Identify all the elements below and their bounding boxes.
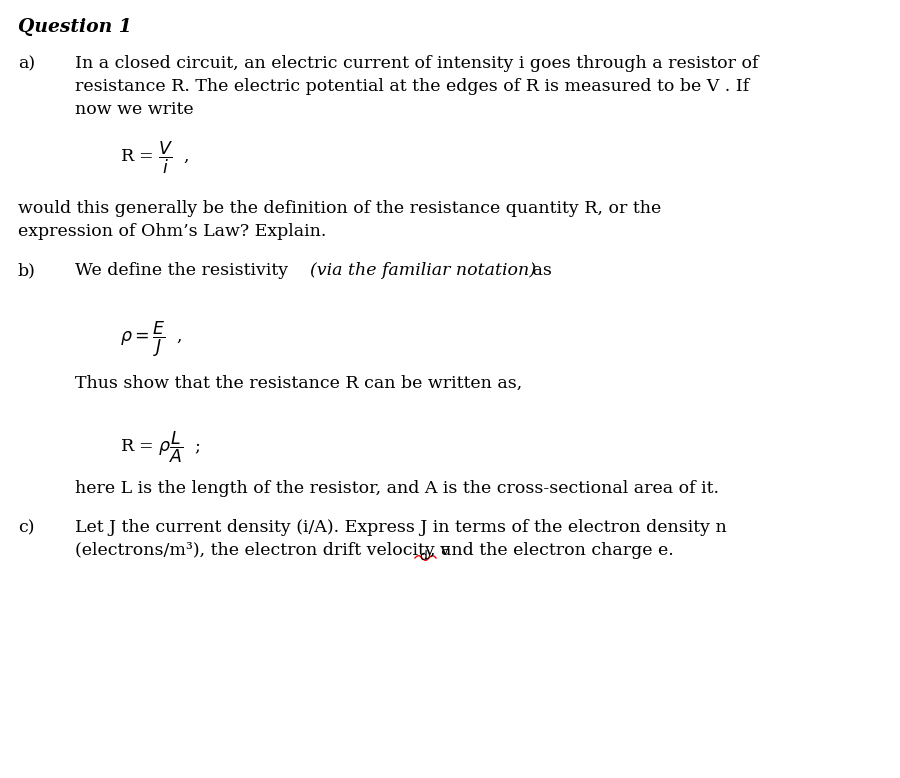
Text: R = $\rho\dfrac{L}{A}$  ;: R = $\rho\dfrac{L}{A}$ ; — [120, 430, 201, 465]
Text: c): c) — [18, 519, 34, 536]
Text: as: as — [527, 262, 552, 279]
Text: expression of Ohm’s Law? Explain.: expression of Ohm’s Law? Explain. — [18, 223, 327, 240]
Text: here L is the length of the resistor, and A is the cross-sectional area of it.: here L is the length of the resistor, an… — [75, 480, 719, 497]
Text: $\rho = \dfrac{E}{J}$  ,: $\rho = \dfrac{E}{J}$ , — [120, 320, 183, 359]
Text: resistance R. The electric potential at the edges of R is measured to be V . If: resistance R. The electric potential at … — [75, 78, 749, 95]
Text: would this generally be the definition of the resistance quantity R, or the: would this generally be the definition o… — [18, 200, 662, 217]
Text: (via the familiar notation): (via the familiar notation) — [310, 262, 536, 279]
Text: (electrons/m³), the electron drift velocity v: (electrons/m³), the electron drift veloc… — [75, 542, 450, 559]
Text: now we write: now we write — [75, 101, 194, 118]
Text: In a closed circuit, an electric current of intensity i goes through a resistor : In a closed circuit, an electric current… — [75, 55, 759, 72]
Text: b): b) — [18, 262, 36, 279]
Text: Question 1: Question 1 — [18, 18, 131, 36]
Text: Let J the current density (i/A). Express J in terms of the electron density n: Let J the current density (i/A). Express… — [75, 519, 727, 536]
Text: a): a) — [18, 55, 35, 72]
Text: $_{\mathrm{d}}$: $_{\mathrm{d}}$ — [419, 546, 428, 563]
Text: , and the electron charge e.: , and the electron charge e. — [430, 542, 674, 559]
Text: R = $\dfrac{V}{i}$  ,: R = $\dfrac{V}{i}$ , — [120, 140, 190, 177]
Text: We define the resistivity: We define the resistivity — [75, 262, 293, 279]
Text: Thus show that the resistance R can be written as,: Thus show that the resistance R can be w… — [75, 375, 522, 392]
